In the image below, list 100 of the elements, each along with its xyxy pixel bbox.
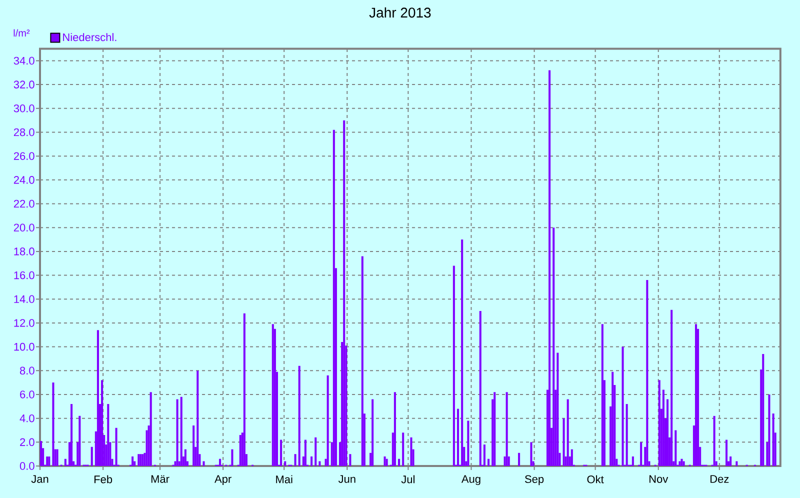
bar — [298, 366, 300, 466]
bar — [694, 324, 698, 466]
y-tick-label: 26.0 — [14, 152, 34, 160]
bar — [202, 461, 205, 466]
x-tick-label: Mai — [276, 475, 292, 484]
y-tick-label: 22.0 — [14, 200, 34, 208]
bar — [725, 440, 728, 466]
bar — [488, 458, 490, 466]
bar — [518, 452, 520, 466]
bar — [243, 313, 246, 466]
bar — [552, 228, 555, 466]
y-tick-label: 6.0 — [20, 390, 34, 398]
bar — [622, 346, 624, 466]
x-tick-label: Feb — [94, 475, 112, 484]
bar — [562, 418, 565, 466]
bar — [713, 416, 716, 466]
y-tick-label: 32.0 — [14, 80, 34, 88]
bar — [138, 454, 140, 466]
bar — [479, 311, 482, 466]
bar — [196, 370, 199, 466]
bar — [310, 456, 313, 466]
bar — [762, 354, 764, 466]
bar — [548, 70, 551, 466]
bar — [280, 440, 282, 466]
bar — [70, 404, 73, 466]
bar — [680, 458, 683, 466]
bar — [107, 404, 110, 466]
bar — [467, 420, 470, 466]
x-tick-label: Okt — [587, 475, 604, 484]
bar — [140, 454, 142, 466]
bar — [294, 454, 296, 466]
bar — [658, 380, 660, 466]
bar — [670, 310, 673, 466]
x-tick-label: Jul — [401, 475, 414, 484]
bar — [343, 120, 346, 466]
bar — [601, 324, 604, 466]
y-tick-label: 8.0 — [20, 366, 34, 375]
y-tick-label: 0.0 — [20, 462, 34, 470]
bar — [632, 456, 634, 466]
bar — [90, 446, 93, 466]
bar — [640, 442, 642, 466]
bar — [304, 440, 306, 466]
bar — [666, 399, 669, 466]
bar — [730, 456, 732, 466]
bar — [361, 256, 364, 466]
y-tick-label: 12.0 — [14, 319, 34, 327]
y-tick-label: 2.0 — [20, 438, 34, 446]
bar — [410, 437, 412, 466]
bar — [570, 449, 573, 466]
y-tick-label: 18.0 — [14, 248, 34, 256]
bar — [556, 352, 559, 466]
y-tick-label: 28.0 — [14, 128, 34, 136]
x-tick-label: Jun — [338, 475, 356, 483]
bar — [326, 375, 329, 466]
bar — [239, 435, 242, 466]
bar — [674, 430, 677, 466]
bar — [56, 449, 58, 466]
bar — [646, 280, 648, 466]
bar — [132, 456, 134, 466]
x-tick-label: Dez — [710, 475, 729, 483]
y-tick-label: 14.0 — [14, 295, 34, 304]
bar — [272, 324, 274, 466]
bar — [150, 392, 152, 466]
bar — [101, 380, 104, 466]
bar — [768, 394, 770, 466]
bar — [384, 456, 386, 466]
bar — [678, 461, 681, 466]
bar — [48, 456, 50, 466]
bar — [96, 330, 99, 466]
bar — [530, 442, 532, 466]
bar — [284, 461, 286, 466]
bar — [506, 392, 508, 466]
legend-label: Niederschl. — [63, 33, 116, 42]
bar — [461, 240, 464, 466]
bar — [46, 456, 48, 466]
bar — [176, 399, 178, 466]
bar — [394, 392, 396, 466]
bar — [736, 461, 738, 466]
bar — [192, 425, 195, 466]
bar — [142, 454, 144, 466]
bar — [314, 437, 317, 466]
x-tick-label: Nov — [649, 475, 668, 483]
bar — [494, 392, 496, 466]
bar — [115, 428, 118, 466]
bar — [231, 449, 234, 466]
bar — [52, 382, 54, 466]
y-tick-label: 4.0 — [20, 414, 34, 422]
bar — [78, 416, 81, 466]
x-tick-label: Sep — [525, 475, 544, 486]
bar — [772, 414, 774, 466]
bar — [398, 458, 400, 466]
x-tick-label: Aug — [461, 475, 480, 486]
bar — [402, 432, 404, 466]
y-tick-label: 10.0 — [14, 342, 34, 351]
y-tick-label: 20.0 — [14, 224, 34, 232]
y-tick-label: 34.0 — [14, 56, 34, 65]
x-tick-label: Jan — [31, 475, 48, 483]
bar — [452, 266, 455, 466]
bar — [318, 461, 321, 466]
bar — [184, 449, 186, 466]
